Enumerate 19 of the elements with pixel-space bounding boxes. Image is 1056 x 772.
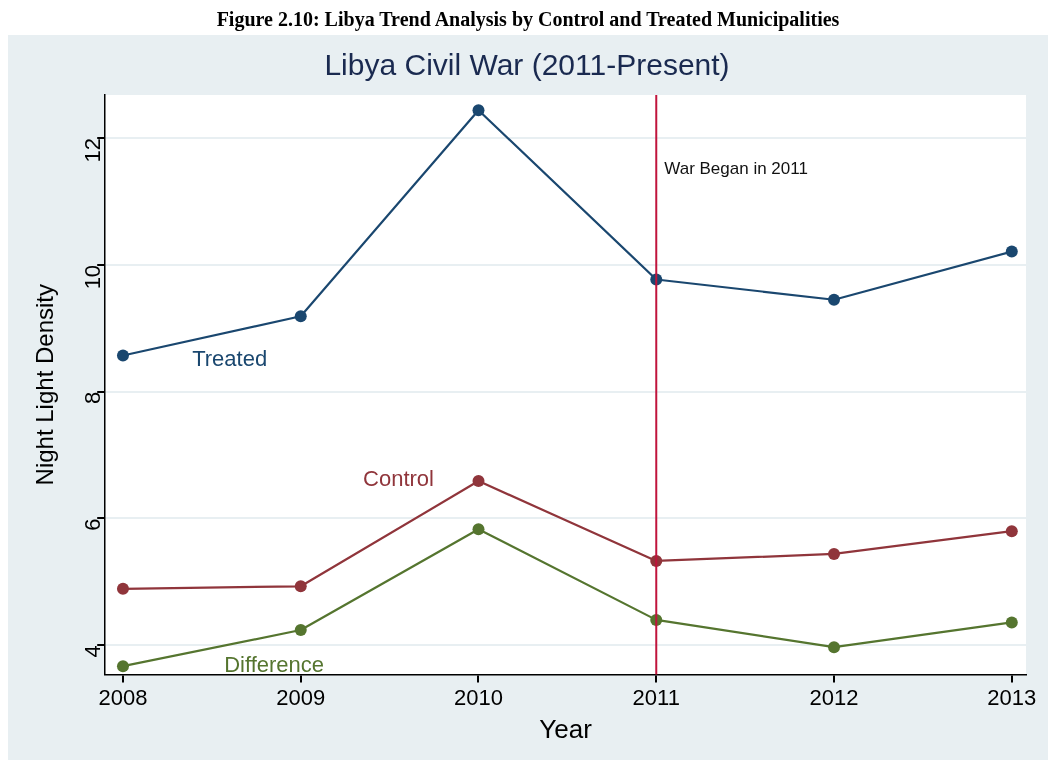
x-axis-title: Year [539,713,593,744]
x-tick-label: 2009 [276,684,326,710]
ref-line-label: War Began in 2011 [664,158,808,178]
y-tick-label: 4 [80,645,106,658]
x-tick-label: 2012 [809,684,859,710]
y-tick-label: 12 [80,138,106,163]
caption: Figure 2.10: Libya Trend Analysis by Control and Treated Municipalities [215,8,841,31]
series-label: Treated [192,346,268,372]
x-tick-label: 2010 [454,684,503,710]
x-tick-label: 2011 [632,684,680,710]
y-tick-label: 10 [80,264,106,290]
x-tick-label: 2008 [98,684,148,710]
y-tick-label: 8 [80,391,106,404]
series-label: Difference [224,651,325,677]
series-label: Control [363,466,434,492]
x-tick-label: 2013 [987,684,1037,710]
y-axis-title: Night Light Density [31,283,59,486]
y-tick-label: 6 [80,518,106,531]
chart-title: Libya Civil War (2011-Present) [324,48,730,82]
